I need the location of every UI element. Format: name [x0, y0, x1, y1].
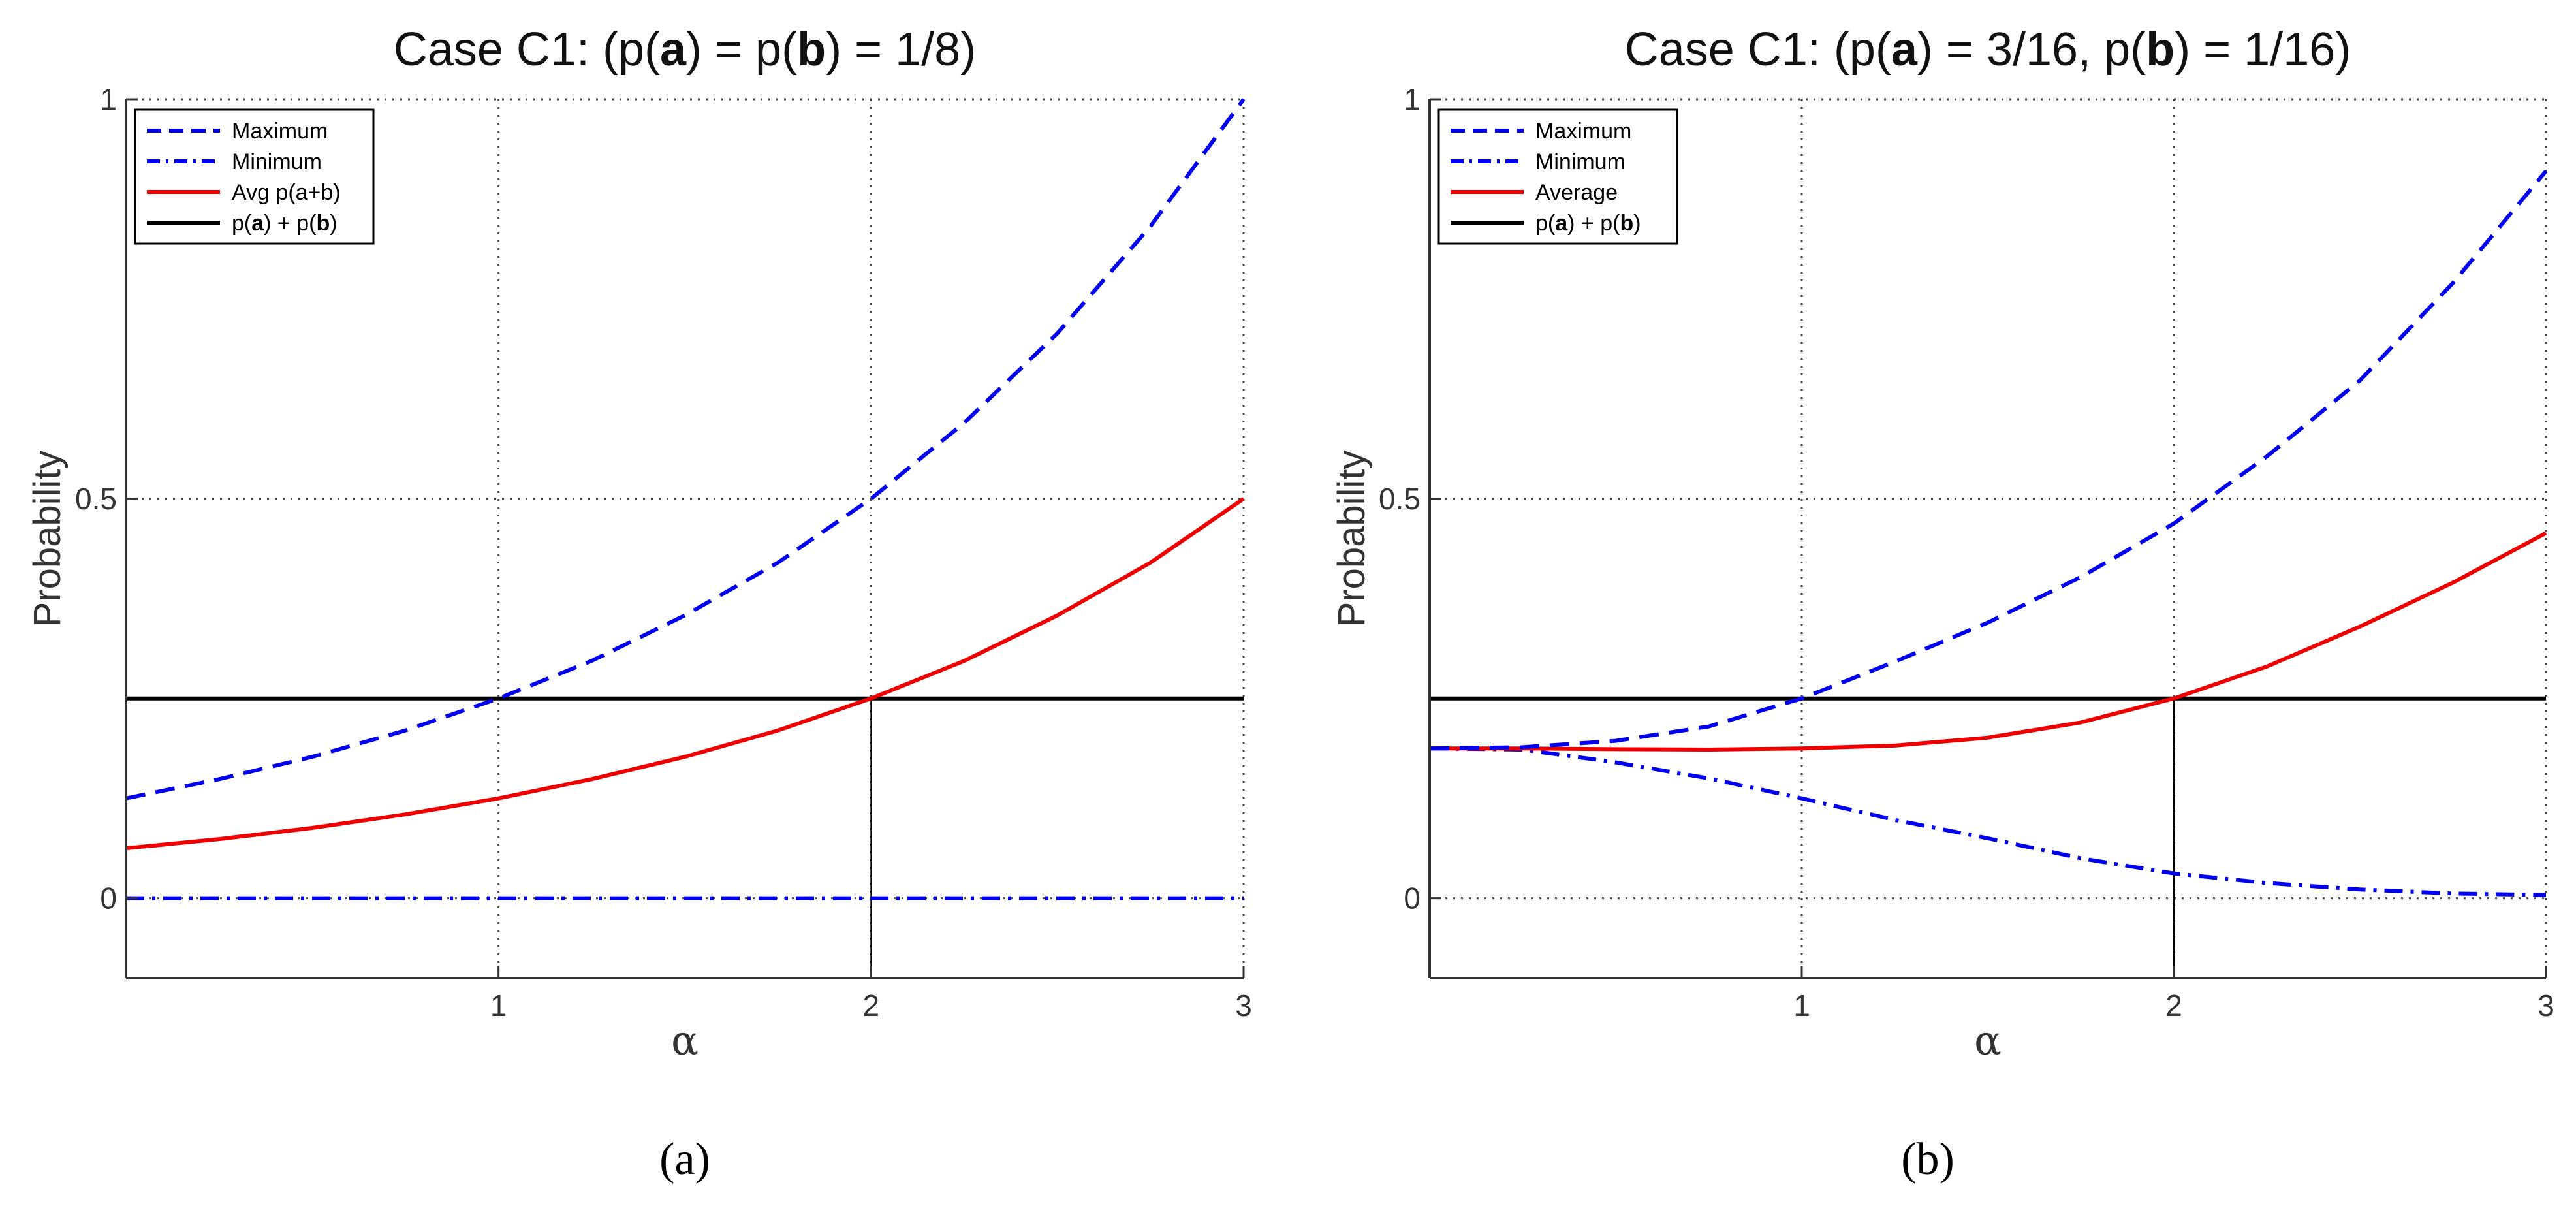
- legend-label-max: Maximum: [232, 119, 328, 144]
- y-axis-label: Probability: [26, 451, 69, 627]
- x-tick-label: 1: [1793, 989, 1810, 1023]
- legend-label-avg: Avg p(a+b): [232, 180, 341, 205]
- y-tick-label: 0.5: [1379, 482, 1421, 516]
- series-line-max: [125, 98, 1246, 801]
- y-axis-label: Probability: [1330, 451, 1373, 627]
- y-tick-label: 0: [100, 881, 117, 915]
- legend-label-sum: p(a) + p(b): [1535, 211, 1641, 236]
- x-tick-label: 1: [490, 989, 507, 1023]
- figure-caption: (b): [1901, 1134, 1955, 1184]
- chart-panel-b: Case C1: (p(a) = 3/16, p(b) = 1/16) 1 2 3 0 0…: [1330, 24, 2554, 1184]
- x-tick-label: 2: [863, 989, 880, 1023]
- x-tick-label: 3: [1235, 989, 1252, 1023]
- legend-label-avg: Average: [1535, 180, 1618, 205]
- y-tick-label: 0: [1404, 881, 1421, 915]
- series-line-max: [1429, 170, 2548, 751]
- legend-label-sum: p(a) + p(b): [232, 211, 338, 236]
- x-axis-label: α: [671, 1017, 699, 1064]
- series-line-min: [1429, 746, 2547, 897]
- x-tick-label: 2: [2165, 989, 2182, 1023]
- y-tick-label: 1: [100, 82, 117, 116]
- figure-caption: (a): [659, 1134, 710, 1184]
- chart-title: Case C1: (p(a) = p(b) = 1/8): [394, 24, 976, 76]
- chart-title: Case C1: (p(a) = 3/16, p(b) = 1/16): [1625, 24, 2351, 76]
- legend-label-min: Minimum: [232, 150, 322, 174]
- y-tick-label: 0.5: [75, 482, 117, 516]
- x-tick-label: 3: [2537, 989, 2554, 1023]
- legend-label-max: Maximum: [1535, 119, 1631, 144]
- chart-panel-a: Case C1: (p(a) = p(b) = 1/8) 1 2 3 0 0.5 1 α Pro…: [26, 24, 1252, 1184]
- series-line-avg: [1430, 531, 2547, 752]
- y-tick-label: 1: [1404, 82, 1421, 116]
- series-line-avg: [125, 497, 1245, 851]
- legend-label-min: Minimum: [1535, 150, 1626, 174]
- x-axis-label: α: [1974, 1017, 2002, 1064]
